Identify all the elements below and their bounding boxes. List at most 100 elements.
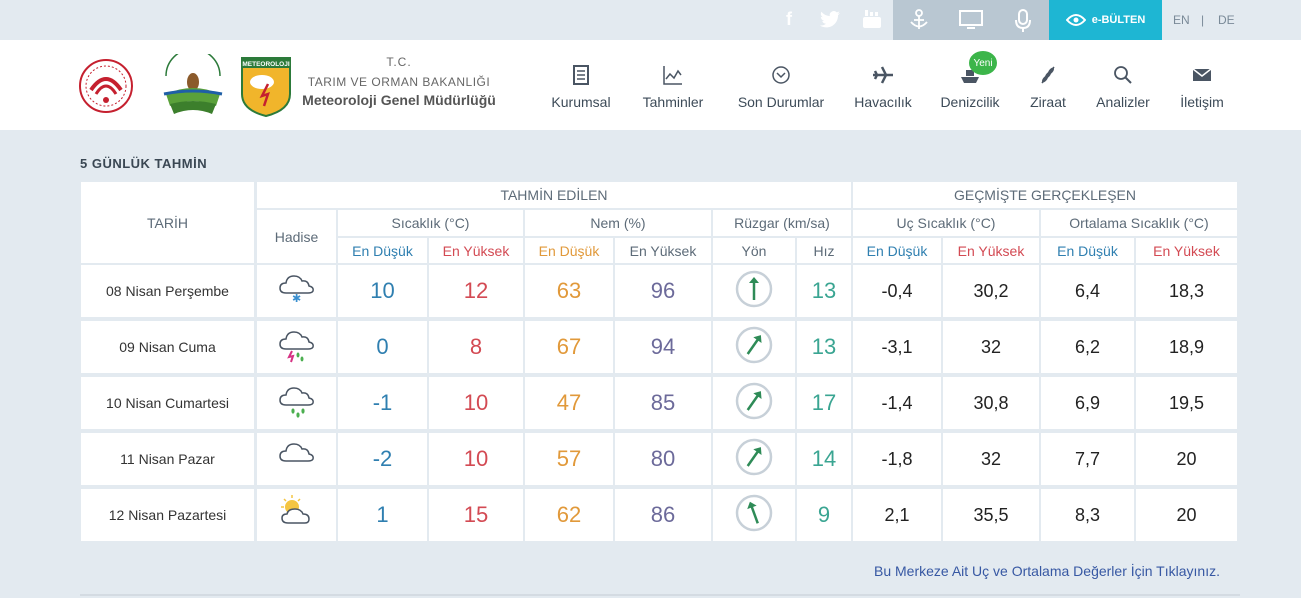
ministry-name: T.C. TARIM VE ORMAN BAKANLIĞI Meteoroloj…	[296, 55, 502, 108]
sub-temp-high: En Yüksek	[429, 238, 523, 263]
ministry-line3: Meteoroloji Genel Müdürlüğü	[302, 92, 496, 108]
wind-direction-cell	[713, 377, 795, 429]
header-date: TARİH	[81, 182, 254, 263]
nav-iletisim[interactable]: İletişim	[1176, 60, 1228, 116]
header-event: Hadise	[257, 210, 336, 263]
new-badge: Yeni	[969, 51, 997, 75]
cloud-rain-icon	[276, 381, 318, 426]
avg-low-cell: 6,2	[1041, 321, 1134, 373]
wind-direction-cell	[713, 321, 795, 373]
nav-tahminler[interactable]: Tahminler	[638, 60, 708, 116]
date-cell: 09 Nisan Cuma	[81, 321, 254, 373]
avg-high-cell: 20	[1136, 489, 1237, 541]
youtube-icon[interactable]	[861, 8, 883, 30]
event-cell: ✱	[257, 265, 336, 317]
avg-high-cell: 18,9	[1136, 321, 1237, 373]
event-cell	[257, 489, 336, 541]
wind-arrow-icon	[734, 437, 774, 482]
wind-speed-cell: 14	[797, 433, 851, 485]
wind-direction-cell	[713, 489, 795, 541]
lang-de-link[interactable]: DE	[1218, 13, 1235, 27]
sub-wind-dir: Yön	[713, 238, 795, 263]
twitter-icon[interactable]	[819, 8, 841, 30]
cloud-icon	[276, 437, 318, 482]
date-cell: 08 Nisan Perşembe	[81, 265, 254, 317]
wind-speed-cell: 9	[797, 489, 851, 541]
nav-son-durumlar-label: Son Durumlar	[737, 94, 825, 110]
nav-analizler-label: Analizler	[1096, 94, 1150, 110]
avg-low-cell: 7,7	[1041, 433, 1134, 485]
meteoroloji-logo[interactable]: METEOROLOJI	[240, 54, 292, 118]
cloud-snow-icon: ✱	[276, 269, 318, 314]
temp-high-cell: 10	[429, 377, 523, 429]
sub-extreme-high: En Yüksek	[943, 238, 1039, 263]
avg-high-cell: 19,5	[1136, 377, 1237, 429]
temp-low-cell: 10	[338, 265, 427, 317]
facebook-icon[interactable]: f	[786, 8, 792, 29]
header-forecast: TAHMİN EDİLEN	[257, 182, 851, 208]
ebulten-button[interactable]: e-BÜLTEN	[1049, 0, 1162, 40]
wheat-icon	[1039, 60, 1057, 90]
extreme-high-cell: 30,2	[943, 265, 1039, 317]
sub-extreme-low: En Düşük	[853, 238, 941, 263]
wind-direction-cell	[713, 265, 795, 317]
avg-low-cell: 6,4	[1041, 265, 1134, 317]
nav-tahminler-label: Tahminler	[642, 94, 704, 110]
ministry-logo[interactable]	[79, 54, 133, 118]
temp-high-cell: 10	[429, 433, 523, 485]
nav-ziraat[interactable]: Ziraat	[1027, 60, 1069, 116]
avg-high-cell: 18,3	[1136, 265, 1237, 317]
extreme-high-cell: 32	[943, 433, 1039, 485]
humidity-low-cell: 63	[525, 265, 613, 317]
ebulten-label: e-BÜLTEN	[1091, 14, 1146, 26]
nav-ziraat-label: Ziraat	[1030, 94, 1066, 110]
nav-kurumsal-label: Kurumsal	[551, 94, 611, 110]
sailor-icon[interactable]	[906, 9, 930, 31]
nav-analizler[interactable]: Analizler	[1093, 60, 1153, 116]
humidity-high-cell: 85	[615, 377, 711, 429]
monitor-icon[interactable]	[958, 9, 983, 31]
sub-hum-high: En Yüksek	[615, 238, 711, 263]
tarim-orman-sura-logo[interactable]	[160, 48, 226, 118]
envelope-icon	[1192, 60, 1212, 90]
extreme-values-link[interactable]: Bu Merkeze Ait Uç ve Ortalama Değerler İ…	[874, 563, 1220, 579]
lang-separator: |	[1201, 13, 1205, 27]
wind-speed-cell: 13	[797, 321, 851, 373]
nav-denizcilik[interactable]: Denizcilik	[938, 60, 1002, 116]
avg-low-cell: 8,3	[1041, 489, 1134, 541]
nav-kurumsal[interactable]: Kurumsal	[548, 60, 614, 116]
humidity-high-cell: 80	[615, 433, 711, 485]
extreme-low-cell: -0,4	[853, 265, 941, 317]
nav-havacilik[interactable]: Havacılık	[852, 60, 914, 116]
wind-arrow-icon	[734, 381, 774, 426]
ship-icon	[959, 60, 981, 90]
date-cell: 12 Nisan Pazartesi	[81, 489, 254, 541]
header-temperature: Sıcaklık (°C)	[338, 210, 523, 236]
ministry-line1: T.C.	[386, 55, 412, 69]
chevron-circle-icon	[771, 60, 791, 90]
avg-high-cell: 20	[1136, 433, 1237, 485]
sub-temp-low: En Düşük	[338, 238, 427, 263]
header-avg-temp: Ortalama Sıcaklık (°C)	[1041, 210, 1237, 236]
extreme-low-cell: 2,1	[853, 489, 941, 541]
temp-low-cell: -2	[338, 433, 427, 485]
temp-high-cell: 12	[429, 265, 523, 317]
microphone-icon[interactable]	[1012, 9, 1036, 32]
extreme-low-cell: -1,8	[853, 433, 941, 485]
wind-arrow-icon	[734, 325, 774, 370]
header-humidity: Nem (%)	[525, 210, 711, 236]
temp-low-cell: -1	[338, 377, 427, 429]
temp-high-cell: 8	[429, 321, 523, 373]
search-chart-icon	[1113, 60, 1133, 90]
date-cell: 11 Nisan Pazar	[81, 433, 254, 485]
nav-son-durumlar[interactable]: Son Durumlar	[733, 60, 829, 116]
bottom-divider	[80, 594, 1240, 596]
document-icon	[573, 60, 589, 90]
extreme-low-cell: -3,1	[853, 321, 941, 373]
extreme-high-cell: 32	[943, 321, 1039, 373]
humidity-low-cell: 62	[525, 489, 613, 541]
sub-avg-high: En Yüksek	[1136, 238, 1237, 263]
main-header: METEOROLOJI T.C. TARIM VE ORMAN BAKANLIĞ…	[0, 40, 1301, 130]
extreme-low-cell: -1,4	[853, 377, 941, 429]
lang-en-link[interactable]: EN	[1173, 13, 1190, 27]
